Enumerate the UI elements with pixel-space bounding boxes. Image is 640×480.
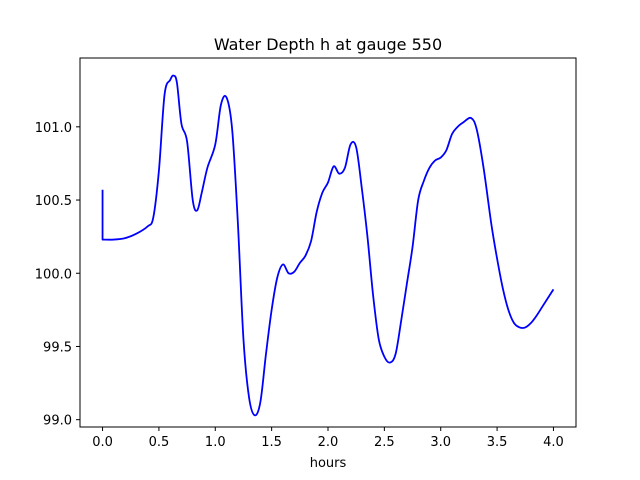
x-tick-label: 3.0: [430, 435, 451, 450]
x-tick-label: 0.0: [92, 435, 113, 450]
series-line: [101, 74, 555, 417]
x-axis-label: hours: [310, 456, 347, 471]
y-tick-label: 100.0: [35, 267, 72, 282]
x-tick-label: 1.5: [261, 435, 282, 450]
x-tick-label: 4.0: [543, 435, 564, 450]
y-tick-label: 99.5: [43, 340, 72, 355]
x-tick-label: 1.0: [205, 435, 226, 450]
x-axis: 0.0 0.5 1.0 1.5 2.0 2.5 3.0 3.5 4.0: [92, 427, 564, 450]
x-tick-label: 3.5: [487, 435, 508, 450]
y-tick-label: 101.0: [35, 121, 72, 136]
x-tick-label: 2.5: [374, 435, 395, 450]
x-tick-label: 0.5: [149, 435, 170, 450]
y-axis: 99.0 99.5 100.0 100.5 101.0: [35, 121, 80, 429]
y-tick-label: 100.5: [35, 194, 72, 209]
y-tick-label: 99.0: [43, 414, 72, 429]
chart-title: Water Depth h at gauge 550: [214, 35, 442, 54]
x-tick-label: 2.0: [318, 435, 339, 450]
